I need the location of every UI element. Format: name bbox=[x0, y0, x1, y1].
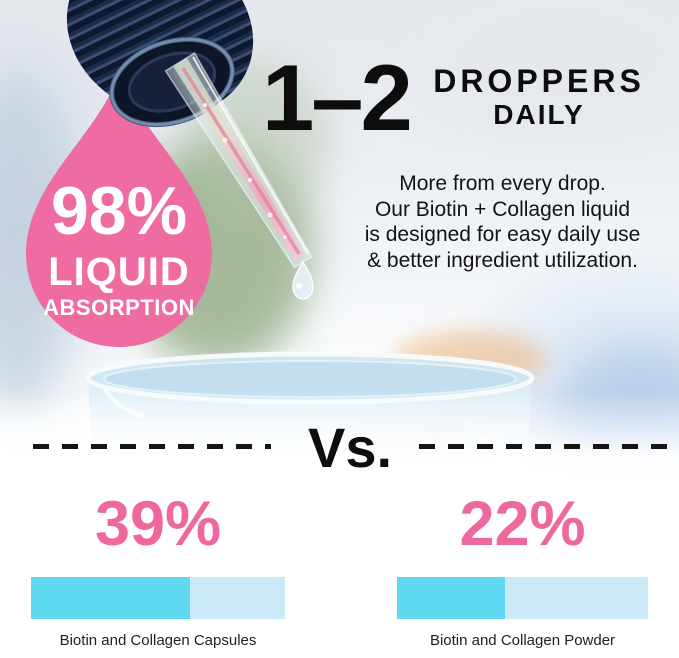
stat-powder-bar-fill bbox=[397, 577, 505, 619]
dropper-cap bbox=[66, 0, 254, 128]
absorption-word-absorption: ABSORPTION bbox=[43, 295, 195, 320]
stat-capsules-percent: 39% bbox=[94, 489, 222, 559]
paragraph-line: Our Biotin + Collagen liquid bbox=[374, 197, 631, 221]
headline-daily: DAILY bbox=[493, 99, 585, 130]
dropper-photo bbox=[66, 0, 314, 300]
stat-powder-label: Biotin and Collagen Powder bbox=[429, 632, 616, 649]
liquid-drop bbox=[292, 260, 314, 300]
paragraph-line: & better ingredient utilization. bbox=[367, 248, 638, 272]
blur-blob bbox=[410, 0, 679, 145]
headline-droppers: DROPPERS bbox=[433, 63, 645, 99]
stat-capsules-bar-fill bbox=[31, 577, 190, 619]
hero-photo: 98% LIQUID ABSORPTION bbox=[0, 0, 679, 480]
absorption-word-liquid: LIQUID bbox=[48, 250, 190, 294]
stat-capsules-bar-track bbox=[31, 577, 285, 619]
absorption-badge: 98% LIQUID ABSORPTION bbox=[26, 70, 212, 347]
photo-fade-overlay bbox=[0, 392, 679, 480]
droplet-shape bbox=[26, 72, 212, 347]
stat-powder: 22% Biotin and Collagen Powder bbox=[397, 492, 648, 650]
dashed-divider-right bbox=[419, 444, 673, 449]
paragraph-line: is designed for easy daily use bbox=[364, 223, 641, 246]
description-paragraph: More from every drop. Our Biotin + Colla… bbox=[330, 171, 675, 273]
stat-powder-percent: 22% bbox=[459, 489, 586, 559]
versus-label: Vs. bbox=[307, 416, 393, 479]
dashed-divider-left bbox=[33, 444, 271, 449]
headline-dropper-range: 1–2 bbox=[262, 45, 413, 150]
paragraph-line: More from every drop. bbox=[399, 172, 606, 195]
stat-capsules: 39% Biotin and Collagen Capsules bbox=[31, 492, 285, 650]
green-leaf-blur-2 bbox=[188, 60, 328, 220]
stat-capsules-label: Biotin and Collagen Capsules bbox=[59, 632, 257, 649]
glass-pipette bbox=[164, 52, 313, 269]
stat-powder-bar-track bbox=[397, 577, 648, 619]
absorption-percent: 98% bbox=[50, 173, 188, 249]
headline-words: DROPPERS DAILY bbox=[422, 64, 656, 131]
